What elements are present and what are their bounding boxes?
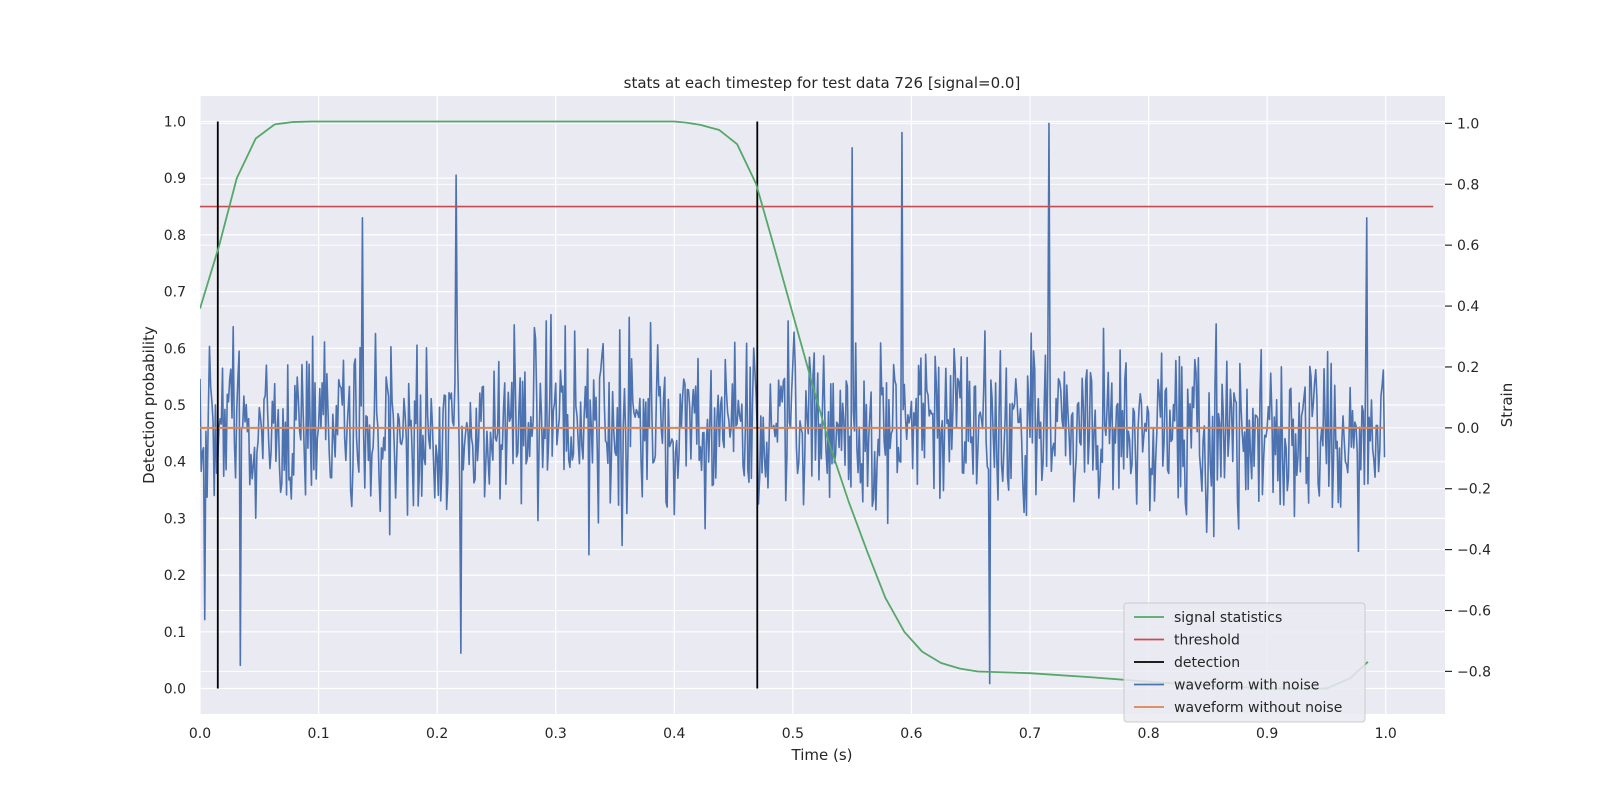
y-tick-label-left: 0.2 bbox=[164, 568, 186, 584]
legend-label: waveform with noise bbox=[1174, 678, 1319, 694]
series-signal-statistics bbox=[200, 120, 1369, 690]
x-tick-label: 0.3 bbox=[545, 726, 567, 742]
chart-title: stats at each timestep for test data 726… bbox=[624, 74, 1021, 92]
legend-label: detection bbox=[1174, 655, 1240, 671]
x-tick-label: 0.9 bbox=[1256, 726, 1278, 742]
y-tick-label-left: 0.7 bbox=[164, 285, 186, 301]
x-tick-label: 0.8 bbox=[1137, 726, 1159, 742]
y-axis-label-right: Strain bbox=[1498, 383, 1516, 427]
y-tick-label-right: 0.0 bbox=[1457, 421, 1479, 437]
legend-label: threshold bbox=[1174, 633, 1240, 649]
y-tick-label-right: 1.0 bbox=[1457, 116, 1479, 132]
y-tick-label-left: 0.3 bbox=[164, 511, 186, 527]
x-tick-label: 0.7 bbox=[1019, 726, 1041, 742]
y-tick-label-left: 1.0 bbox=[164, 115, 186, 131]
y-tick-label-right: 0.4 bbox=[1457, 299, 1479, 315]
y-tick-label-left: 0.8 bbox=[164, 228, 186, 244]
y-tick-label-left: 0.4 bbox=[164, 455, 186, 471]
x-tick-label: 0.1 bbox=[307, 726, 329, 742]
y-axis-label-left: Detection probability bbox=[140, 326, 158, 484]
legend-box bbox=[1123, 602, 1366, 723]
y-tick-label-right: −0.4 bbox=[1457, 543, 1491, 559]
x-axis-label: Time (s) bbox=[791, 746, 853, 764]
y-tick-label-right: −0.2 bbox=[1457, 482, 1491, 498]
y-tick-label-left: 0.0 bbox=[164, 681, 186, 697]
series-waveform-with-noise bbox=[200, 122, 1386, 685]
x-tick-label: 0.6 bbox=[900, 726, 922, 742]
y-tick-label-right: −0.8 bbox=[1457, 664, 1491, 680]
series-layer bbox=[200, 120, 1434, 690]
y-tick-label-right: 0.8 bbox=[1457, 177, 1479, 193]
y-tick-label-right: −0.6 bbox=[1457, 603, 1491, 619]
ticks: 0.0 0.1 0.2 0.3 0.4 0.5 0.6 0.7 0.8 0.9 1.0 0.0 0.1 0… bbox=[164, 115, 1491, 742]
y-tick-label-right: 0.2 bbox=[1457, 360, 1479, 376]
legend-label: waveform without noise bbox=[1174, 700, 1342, 716]
y-tick-label-left: 0.6 bbox=[164, 341, 186, 357]
y-tick-label-left: 0.9 bbox=[164, 171, 186, 187]
y-tick-label-right: 0.6 bbox=[1457, 238, 1479, 254]
y-tick-label-left: 0.1 bbox=[164, 625, 186, 641]
legend-label: signal statistics bbox=[1174, 610, 1282, 626]
x-tick-label: 1.0 bbox=[1375, 726, 1397, 742]
x-tick-label: 0.5 bbox=[782, 726, 804, 742]
x-tick-label: 0.2 bbox=[426, 726, 448, 742]
x-tick-label: 0.0 bbox=[189, 726, 211, 742]
legend: signal statistics threshold detection wavef… bbox=[1123, 602, 1366, 723]
y-tick-label-left: 0.5 bbox=[164, 398, 186, 414]
x-tick-label: 0.4 bbox=[663, 726, 685, 742]
